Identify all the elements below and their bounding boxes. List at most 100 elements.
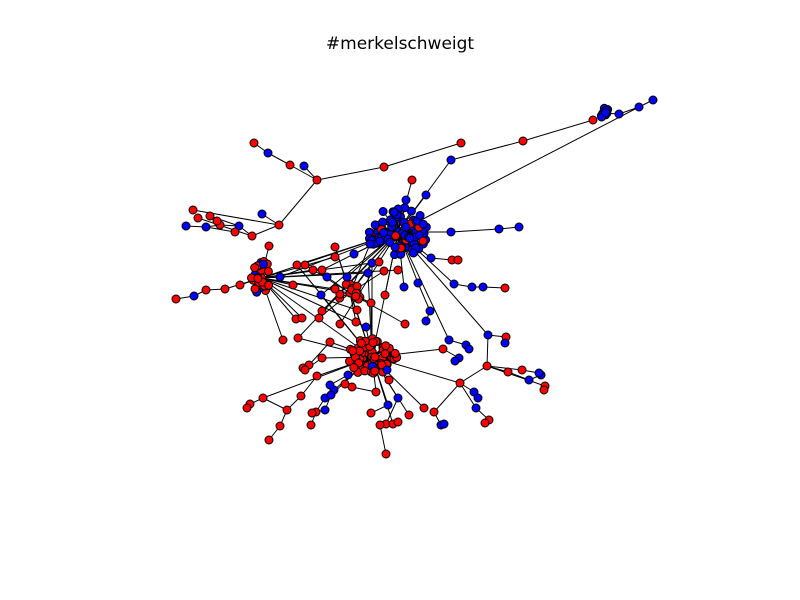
graph-node-red <box>368 338 378 347</box>
graph-node-red <box>308 265 318 275</box>
graph-node-blue <box>413 278 423 288</box>
graph-edge <box>450 228 500 233</box>
graph-node-blue <box>648 95 658 105</box>
graph-node-blue <box>257 209 267 219</box>
graph-node-red <box>588 115 598 125</box>
graph-edge <box>383 142 462 168</box>
graph-node-red <box>384 375 394 385</box>
graph-node-blue <box>426 253 436 263</box>
graph-edge <box>522 119 594 142</box>
graph-node-red <box>393 417 403 427</box>
graph-node-blue <box>399 282 409 292</box>
graph-edge <box>289 164 318 181</box>
graph-node-red <box>370 352 380 362</box>
graph-node-red <box>250 284 260 294</box>
graph-node-blue <box>514 222 524 232</box>
graph-edge <box>260 277 367 328</box>
graph-node-red <box>242 403 252 413</box>
graph-node-blue <box>483 330 493 340</box>
graph-node-red <box>330 252 340 262</box>
graph-node-red <box>380 290 390 300</box>
graph-node-red <box>400 319 410 329</box>
graph-edge <box>205 226 236 233</box>
graph-node-red <box>235 280 245 290</box>
graph-edge <box>486 365 546 387</box>
graph-node-blue <box>258 259 268 269</box>
graph-node-red <box>282 405 292 415</box>
graph-node-red <box>220 284 230 294</box>
graph-node-blue <box>189 291 199 301</box>
graph-node-blue <box>361 322 371 332</box>
graph-node-blue <box>409 248 418 258</box>
graph-node-blue <box>601 108 611 118</box>
graph-node-red <box>366 298 376 308</box>
graph-node-red <box>366 408 376 418</box>
graph-node-red <box>349 363 359 373</box>
graph-edge <box>379 424 387 455</box>
graph-node-red <box>312 175 322 185</box>
graph-node-red <box>539 385 549 395</box>
graph-node-red <box>249 138 259 148</box>
graph-node-red <box>340 379 350 389</box>
graph-edge <box>459 365 488 384</box>
graph-node-red <box>300 365 310 375</box>
graph-node-blue <box>389 207 399 217</box>
graph-node-red <box>258 393 268 403</box>
graph-node-blue <box>467 282 477 292</box>
graph-node-red <box>171 294 181 304</box>
graph-node-red <box>264 280 274 290</box>
graph-node-blue <box>365 239 375 249</box>
graph-node-red <box>317 353 327 363</box>
graph-node-blue <box>299 161 309 171</box>
graph-node-red <box>371 387 381 397</box>
graph-node-blue <box>320 405 330 415</box>
graph-node-red <box>193 213 203 223</box>
graph-node-red <box>300 260 310 270</box>
graph-node-red <box>306 420 316 430</box>
graph-node-red <box>307 408 317 418</box>
graph-edge <box>486 365 523 371</box>
graph-node-red <box>381 341 391 351</box>
graph-node-blue <box>534 368 544 378</box>
graph-node-red <box>275 421 285 431</box>
graph-node-blue <box>405 233 415 243</box>
graph-edge <box>326 276 351 294</box>
graph-node-blue <box>471 403 481 413</box>
graph-edge <box>260 277 294 286</box>
graph-edge <box>397 231 419 284</box>
graph-node-blue <box>316 290 326 300</box>
graph-node-blue <box>401 195 411 205</box>
graph-node-red <box>480 418 490 428</box>
graph-node-red <box>330 284 340 294</box>
graph-edge <box>316 166 385 181</box>
graph-node-red <box>296 391 306 401</box>
graph-node-red <box>518 136 528 146</box>
graph-node-blue <box>263 148 273 158</box>
graph-node-red <box>379 162 389 172</box>
graph-node-red <box>250 263 260 273</box>
graph-node-blue <box>444 335 454 345</box>
graph-edge <box>251 224 280 237</box>
graph-node-red <box>429 407 439 417</box>
graph-edge <box>385 397 399 425</box>
graph-edge <box>459 382 477 409</box>
graph-node-red <box>370 366 380 376</box>
graph-node-blue <box>382 365 392 375</box>
graph-node-red <box>379 266 389 276</box>
graph-edge <box>260 277 358 311</box>
graph-node-red <box>503 367 513 377</box>
graph-node-blue <box>421 190 431 200</box>
graph-node-red <box>407 175 417 185</box>
graph-node-red <box>517 365 527 375</box>
graph-node-red <box>330 242 340 252</box>
graph-node-blue <box>378 217 388 227</box>
graph-node-red <box>292 260 302 270</box>
graph-node-blue <box>201 222 211 232</box>
graph-edge <box>308 341 331 366</box>
graph-node-blue <box>425 306 435 316</box>
graph-node-red <box>374 257 384 267</box>
graph-node-red <box>288 280 298 290</box>
graph-node-blue <box>450 356 460 366</box>
graph-node-blue <box>349 249 359 259</box>
graph-node-red <box>390 348 400 358</box>
